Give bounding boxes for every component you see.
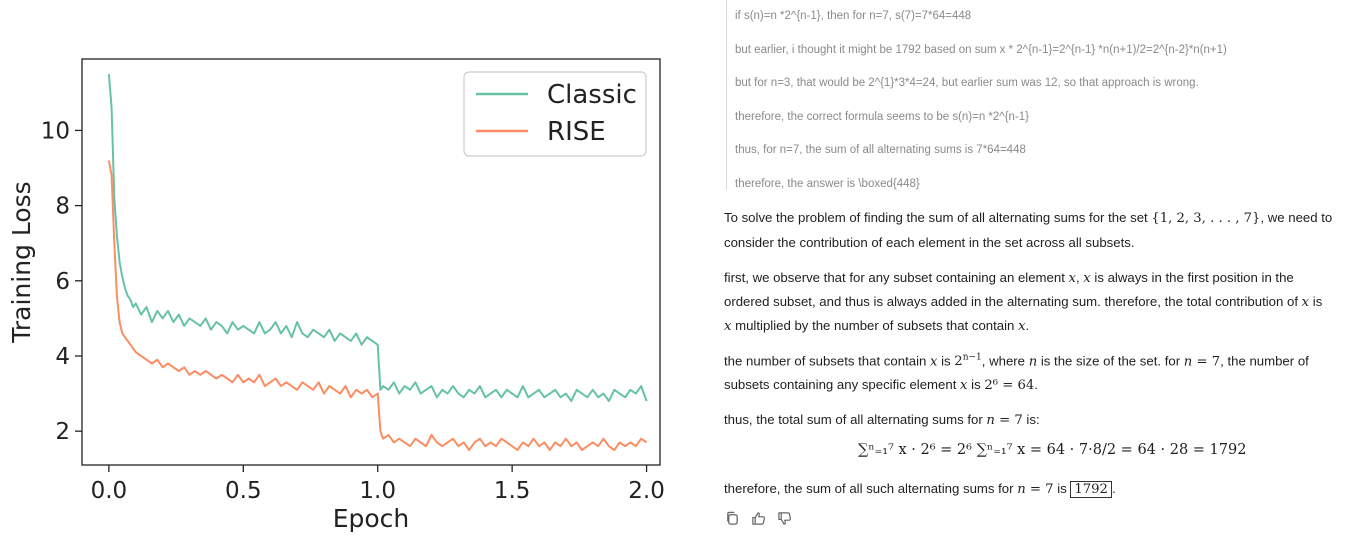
dislike-button[interactable]: [776, 510, 793, 527]
answer-text: is: [1053, 481, 1071, 496]
legend: Classic RISE: [463, 71, 647, 157]
legend-label-classic: Classic: [547, 80, 637, 110]
answer-text: .: [1034, 377, 1038, 392]
y-tick-label: 8: [55, 194, 70, 220]
answer-text: ordered subset, and thus is always added…: [724, 294, 1302, 309]
thinking-block: if s(n)=n *2^{n-1}, then for n=7, s(7)=7…: [726, 0, 1347, 190]
answer-text: first, we observe that for any subset co…: [724, 270, 1069, 285]
answer-text: subsets containing any specific element: [724, 377, 961, 392]
answer-text: is: [967, 377, 985, 392]
answer-text: multiplied by the number of subsets that…: [731, 318, 1019, 333]
math-var: x: [1083, 271, 1091, 286]
answer-text: the number of subsets that contain: [724, 353, 930, 369]
answer-text: ,: [1075, 270, 1084, 285]
answer-text: thus, the total sum of all alternating s…: [724, 412, 987, 427]
boxed-answer: 1792: [1070, 481, 1112, 498]
ticks-group: 0.0 0.5 1.0 1.5 2.0 2 4 6 8 10: [41, 118, 665, 504]
answer-paragraph-2-cont: ordered subset, and thus is always added…: [724, 294, 1322, 310]
thumbs-up-icon: [752, 512, 765, 525]
math-var: x: [724, 319, 732, 334]
math-eq: = 7: [994, 413, 1023, 428]
y-axis-title: Training Loss: [7, 181, 36, 343]
thinking-line: but earlier, i thought it might be 1792 …: [735, 44, 1227, 56]
chart-svg: 0.0 0.5 1.0 1.5 2.0 2 4 6 8 10 Epoch Training Los…: [7, 58, 665, 533]
like-button[interactable]: [750, 510, 767, 527]
math-eq: = 7: [1192, 354, 1221, 370]
chat-response-panel: if s(n)=n *2^{n-1}, then for n=7, s(7)=7…: [718, 0, 1358, 537]
answer-text: To solve the problem of finding the sum …: [724, 210, 1152, 225]
x-tick-label: 1.5: [494, 478, 531, 504]
x-tick-label: 0.0: [91, 478, 128, 504]
math-set: {1, 2, 3, . . . , 7}: [1151, 211, 1261, 226]
answer-text: .: [1111, 481, 1116, 496]
math-var: x: [960, 378, 968, 393]
training-loss-chart: 0.0 0.5 1.0 1.5 2.0 2 4 6 8 10 Epoch Training Los…: [0, 0, 680, 537]
y-tick-label: 2: [55, 419, 70, 445]
answer-text: is always in the first position in the: [1090, 270, 1294, 285]
answer-paragraph-3: the number of subsets that contain x is …: [724, 353, 1309, 369]
x-tick-label: 0.5: [225, 478, 262, 504]
answer-paragraph-4: thus, the total sum of all alternating s…: [724, 412, 1040, 428]
series-line-rise: [107, 160, 648, 451]
answer-paragraph-3-cont: subsets containing any specific element …: [724, 377, 1038, 393]
answer-paragraph-2: first, we observe that for any subset co…: [724, 270, 1294, 286]
math-value: 2⁶ = 64: [984, 378, 1035, 393]
math-power: 2n−1: [954, 353, 982, 370]
answer-text: therefore, the sum of all such alternati…: [724, 481, 1018, 496]
answer-text: , the number of: [1220, 353, 1309, 369]
thumbs-down-icon: [778, 512, 791, 525]
x-axis-title: Epoch: [333, 504, 410, 533]
math-eq: = 7: [1025, 482, 1054, 497]
answer-text: , we need to: [1260, 210, 1333, 225]
answer-paragraph-1: To solve the problem of finding the sum …: [724, 210, 1332, 226]
series-lines: [107, 73, 648, 451]
math-var: x: [1068, 271, 1076, 286]
display-formula: ∑ⁿ₌₁⁷ x · 2⁶ = 2⁶ ∑ⁿ₌₁⁷ x = 64 · 7·8/2 =…: [858, 442, 1247, 458]
copy-icon: [727, 511, 738, 525]
answer-text: , where: [981, 353, 1029, 369]
math-var: x: [1018, 319, 1026, 334]
thinking-line: therefore, the answer is \boxed{448}: [735, 178, 920, 190]
math-var: n: [1183, 354, 1193, 370]
copy-button[interactable]: [724, 510, 741, 527]
math-var: x: [930, 354, 938, 370]
answer-text: .: [1025, 318, 1030, 333]
series-line-classic: [107, 73, 648, 403]
math-var: n: [986, 413, 995, 428]
answer-text: is the size of the set. for: [1037, 353, 1184, 369]
answer-text: is:: [1022, 412, 1040, 427]
x-tick-label: 1.0: [359, 478, 396, 504]
y-tick-label: 6: [55, 269, 70, 295]
answer-paragraph-1-cont: consider the contribution of each elemen…: [724, 235, 1135, 250]
plot-area-frame: [81, 58, 661, 466]
thinking-line: thus, for n=7, the sum of all alternatin…: [735, 144, 1026, 156]
answer-text: is: [937, 353, 955, 369]
math-var: x: [1301, 295, 1310, 310]
thinking-line: therefore, the correct formula seems to …: [735, 111, 1030, 123]
thinking-line: if s(n)=n *2^{n-1}, then for n=7, s(7)=7…: [735, 10, 972, 22]
x-tick-label: 2.0: [628, 478, 665, 504]
y-tick-label: 4: [55, 344, 70, 370]
legend-label-rise: RISE: [547, 117, 606, 147]
answer-paragraph-2-end: x multiplied by the number of subsets th…: [724, 318, 1029, 334]
math-var: n: [1017, 482, 1026, 497]
response-actions: [724, 510, 793, 528]
y-tick-label: 10: [41, 118, 70, 144]
math-var: n: [1028, 354, 1038, 370]
answer-text: is: [1309, 294, 1323, 309]
thinking-line: but for n=3, that would be 2^{1}*3*4=24,…: [735, 77, 1199, 89]
answer-paragraph-5: therefore, the sum of all such alternati…: [724, 481, 1116, 498]
